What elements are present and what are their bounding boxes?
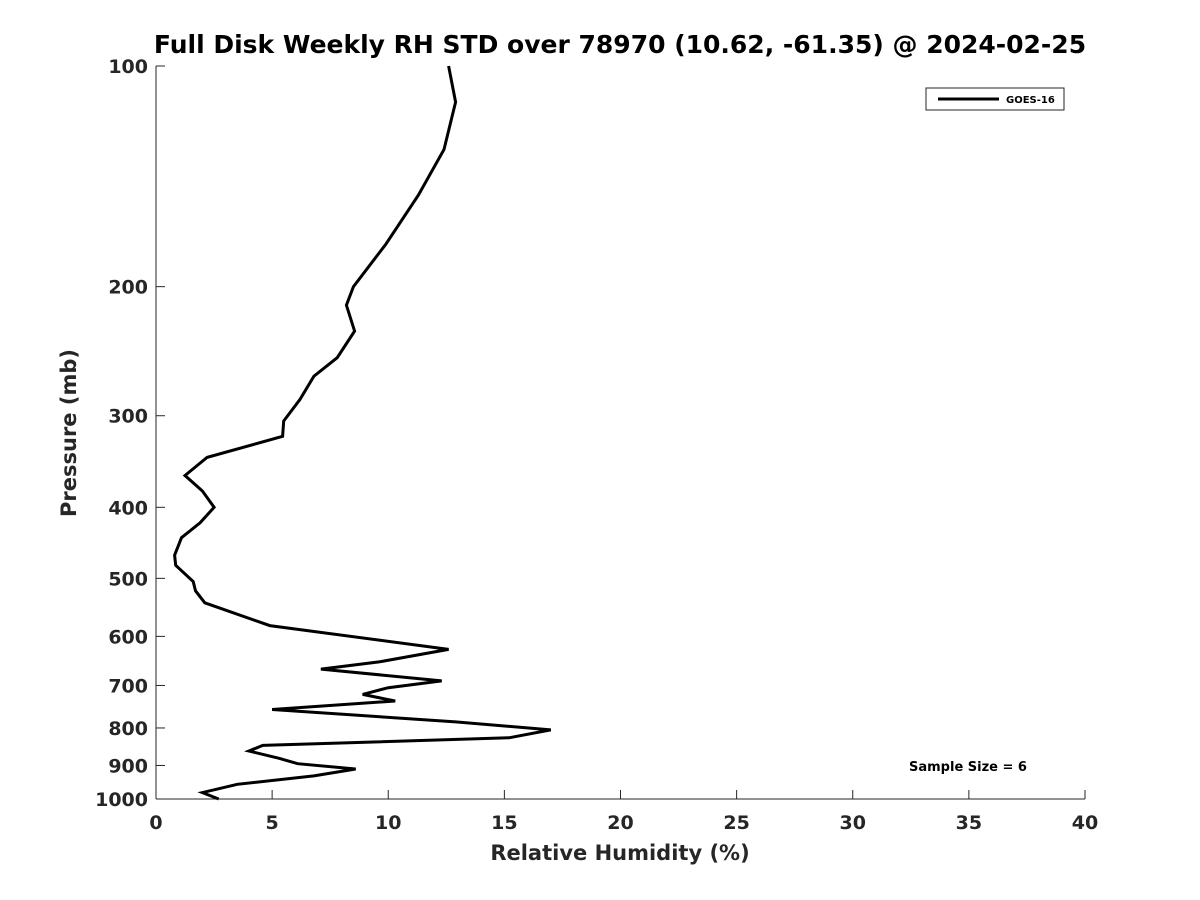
y-tick-label: 200 (108, 277, 148, 299)
x-tick-label: 0 (149, 812, 162, 834)
y-axis-label: Pressure (mb) (57, 349, 81, 517)
y-tick-label: 400 (108, 497, 148, 519)
y-tick-label: 100 (108, 56, 148, 78)
x-tick-label: 5 (266, 812, 279, 834)
chart-title: Full Disk Weekly RH STD over 78970 (10.6… (154, 30, 1086, 59)
x-tick-label: 35 (956, 812, 982, 834)
x-axis-ticks: 0 5 10 15 20 25 30 35 40 (149, 790, 1098, 834)
y-tick-label: 500 (108, 568, 148, 590)
y-tick-label: 900 (108, 755, 148, 777)
y-tick-label: 700 (108, 675, 148, 697)
sample-size-annotation: Sample Size = 6 (909, 760, 1027, 775)
x-tick-label: 20 (607, 812, 633, 834)
x-tick-label: 40 (1072, 812, 1098, 834)
y-tick-label: 300 (108, 406, 148, 428)
x-axis-label: Relative Humidity (%) (490, 841, 749, 865)
x-tick-label: 30 (840, 812, 866, 834)
y-axis-ticks: 100 200 300 400 500 600 700 800 900 1000 (95, 56, 165, 811)
legend: GOES-16 (925, 87, 1065, 111)
y-tick-label: 1000 (95, 789, 148, 811)
x-tick-label: 15 (491, 812, 517, 834)
series-line-goes-16 (173, 65, 552, 801)
y-tick-label: 800 (108, 718, 148, 740)
x-tick-label: 10 (375, 812, 401, 834)
x-tick-label: 25 (723, 812, 749, 834)
legend-entry-goes-16: GOES-16 (1006, 95, 1055, 106)
y-tick-label: 600 (108, 626, 148, 648)
